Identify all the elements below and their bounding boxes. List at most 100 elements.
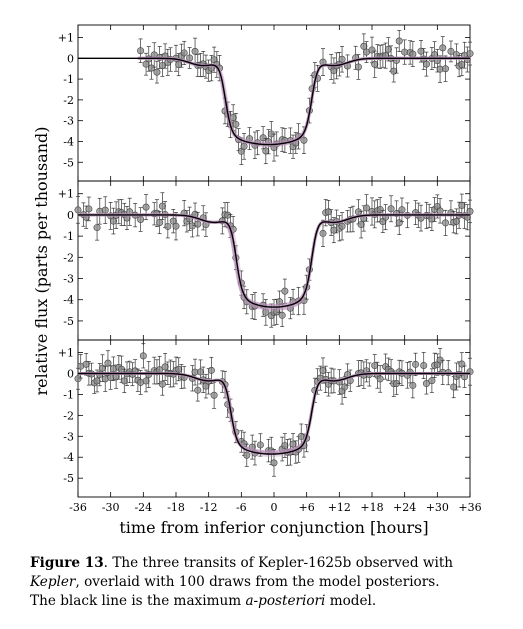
y-tick-label: -5 [63, 472, 74, 485]
y-tick-label: 0 [67, 367, 74, 380]
data-point [360, 42, 368, 50]
model-line [78, 372, 470, 455]
data-point [137, 47, 145, 55]
data-point [422, 380, 430, 388]
x-tick-label: +24 [393, 501, 416, 514]
data-point [164, 222, 172, 230]
model-line [78, 214, 470, 308]
data-point [158, 380, 166, 388]
caption-line-2: , overlaid with 100 draws from the model… [75, 574, 440, 590]
y-tick-label: 0 [67, 209, 74, 222]
data-point [175, 365, 183, 373]
y-tick-label: +1 [58, 188, 74, 201]
data-point [74, 206, 82, 214]
x-tick-label: -30 [102, 501, 120, 514]
data-point [278, 311, 286, 319]
data-point [161, 52, 169, 60]
caption-kepler-italic: Kepler [30, 574, 76, 590]
data-point [409, 50, 417, 58]
data-point [387, 205, 395, 213]
x-axis-title: time from inferior conjunction [hours] [119, 518, 428, 537]
data-point [142, 203, 150, 211]
data-point [229, 114, 237, 122]
x-tick-label: +18 [360, 501, 383, 514]
data-point [232, 120, 240, 128]
data-point [142, 377, 150, 385]
data-point [441, 219, 449, 227]
data-point [172, 222, 180, 230]
data-point [207, 366, 215, 374]
y-axis-title: relative flux (parts per thousand) [32, 126, 51, 395]
data-point [398, 206, 406, 214]
data-point [156, 218, 164, 226]
data-point [395, 219, 403, 227]
y-tick-label: -4 [63, 294, 74, 307]
y-tick-label: -1 [63, 73, 74, 86]
data-point [368, 46, 376, 54]
data-point [319, 367, 327, 375]
x-tick-label: 0 [271, 501, 278, 514]
data-point [93, 224, 101, 232]
y-tick-label: -1 [63, 388, 74, 401]
data-point [428, 377, 436, 385]
data-point [376, 206, 384, 214]
data-point [139, 352, 147, 360]
x-tick-label: +30 [426, 501, 449, 514]
data-point [180, 209, 188, 217]
x-tick-label: -6 [236, 501, 247, 514]
data-point [319, 229, 327, 237]
posterior-draw [78, 213, 470, 310]
data-point [338, 222, 346, 230]
data-point [158, 61, 166, 69]
y-tick-label: -5 [63, 156, 74, 169]
data-point [273, 308, 281, 316]
x-tick-label: -12 [200, 501, 218, 514]
data-point [104, 359, 112, 367]
data-point [466, 50, 474, 58]
data-point [197, 368, 205, 376]
y-tick-label: -3 [63, 430, 74, 443]
y-tick-label: -5 [63, 315, 74, 328]
data-point [161, 363, 169, 371]
data-point [444, 369, 452, 377]
data-point [101, 206, 109, 214]
data-point [395, 37, 403, 45]
caption-a-posteriori-italic: a-posteriori [245, 593, 326, 609]
data-point [275, 298, 283, 306]
data-point [324, 208, 332, 216]
data-point [341, 383, 349, 391]
data-point [436, 207, 444, 215]
y-tick-label: -3 [63, 273, 74, 286]
data-point [82, 213, 90, 221]
data-point [417, 47, 425, 55]
caption-line-3-start: The black line is the maximum [30, 593, 246, 609]
y-tick-label: 0 [67, 52, 74, 65]
data-point [74, 375, 82, 383]
data-point [354, 208, 362, 216]
data-point [240, 440, 248, 448]
data-point [433, 57, 441, 65]
data-point [109, 217, 117, 225]
data-point [450, 383, 458, 391]
data-point [224, 211, 232, 219]
data-point [194, 386, 202, 394]
data-point [262, 308, 270, 316]
data-point [357, 221, 365, 229]
data-point [384, 45, 392, 53]
data-point [354, 63, 362, 71]
data-point [85, 205, 93, 213]
caption-line-3-end: model. [325, 593, 377, 609]
data-point [210, 391, 218, 399]
y-tick-label: -2 [63, 409, 74, 422]
data-point [256, 441, 264, 449]
data-point [248, 443, 256, 451]
data-point [363, 204, 371, 212]
data-point [463, 213, 471, 221]
data-point [153, 68, 161, 76]
data-point [175, 61, 183, 69]
y-tick-label: -3 [63, 115, 74, 128]
panel-2: +1 0 -1 -2 -3 -4 -5 [58, 180, 474, 341]
y-tick-label: -2 [63, 251, 74, 264]
y-tick-label: +1 [58, 347, 74, 360]
data-point [338, 55, 346, 63]
